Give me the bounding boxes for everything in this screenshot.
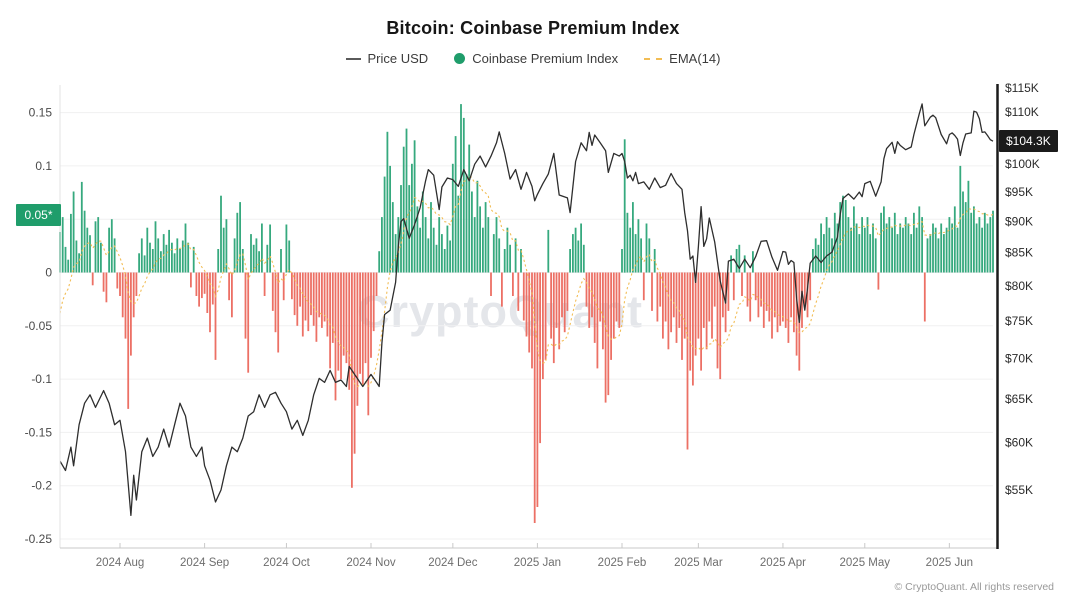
svg-text:$55K: $55K xyxy=(1005,483,1033,497)
svg-text:2025 Jan: 2025 Jan xyxy=(514,557,561,569)
svg-text:$100K: $100K xyxy=(1005,157,1040,171)
legend-label-price: Price USD xyxy=(367,51,429,66)
svg-text:$115K: $115K xyxy=(1005,81,1039,95)
svg-text:$90K: $90K xyxy=(1005,215,1033,229)
svg-text:$85K: $85K xyxy=(1005,246,1033,260)
svg-text:-0.05: -0.05 xyxy=(25,319,53,333)
axes xyxy=(59,84,999,549)
svg-text:-0.25: -0.25 xyxy=(25,532,53,546)
svg-text:2024 Oct: 2024 Oct xyxy=(263,557,310,569)
current-price-badge: $104.3K xyxy=(999,130,1058,153)
svg-text:2025 Mar: 2025 Mar xyxy=(674,557,723,569)
svg-text:2024 Dec: 2024 Dec xyxy=(428,557,477,569)
svg-text:-0.2: -0.2 xyxy=(31,479,52,493)
svg-text:2025 Apr: 2025 Apr xyxy=(760,557,806,569)
svg-text:2025 Feb: 2025 Feb xyxy=(598,557,647,569)
legend-label-premium: Coinbase Premium Index xyxy=(472,51,619,66)
svg-text:-0.15: -0.15 xyxy=(25,425,53,439)
legend-item-ema[interactable]: EMA(14) xyxy=(644,51,720,66)
ema-dash-swatch-icon xyxy=(644,57,663,60)
svg-text:$65K: $65K xyxy=(1005,392,1033,406)
svg-text:2024 Aug: 2024 Aug xyxy=(96,557,145,569)
svg-text:$110K: $110K xyxy=(1005,105,1039,119)
chart-title: Bitcoin: Coinbase Premium Index xyxy=(386,18,680,38)
legend-item-premium[interactable]: Coinbase Premium Index xyxy=(454,51,618,66)
svg-text:0.15: 0.15 xyxy=(29,106,53,120)
svg-text:$95K: $95K xyxy=(1005,185,1033,199)
svg-text:2024 Sep: 2024 Sep xyxy=(180,557,229,569)
svg-text:2025 May: 2025 May xyxy=(840,557,891,569)
price-line xyxy=(59,103,994,517)
svg-text:$70K: $70K xyxy=(1005,352,1033,366)
right-axis-labels: $115K $110K $100K $95K $90K $85K $80K $75K $70K $… xyxy=(1005,81,1040,497)
x-axis-labels: 2024 Aug 2024 Sep 2024 Oct 2024 Nov 2024 Dec… xyxy=(96,543,973,569)
premium-bars xyxy=(59,104,994,523)
svg-text:$75K: $75K xyxy=(1005,314,1033,328)
copyright-note: © CryptoQuant. All rights reserved xyxy=(894,581,1054,593)
svg-text:-0.1: -0.1 xyxy=(31,372,52,386)
premium-dot-swatch-icon xyxy=(454,53,466,64)
svg-text:2025 Jun: 2025 Jun xyxy=(926,557,973,569)
legend-label-ema: EMA(14) xyxy=(669,51,721,66)
legend-item-price[interactable]: Price USD xyxy=(345,51,429,66)
price-line-swatch-icon xyxy=(345,57,361,60)
svg-text:$60K: $60K xyxy=(1005,436,1033,450)
svg-text:2024 Nov: 2024 Nov xyxy=(346,557,395,569)
svg-text:0.1: 0.1 xyxy=(35,159,52,173)
legend: Price USD Coinbase Premium Index EMA(14) xyxy=(0,51,1066,66)
current-ema-badge: 0.05* xyxy=(16,203,61,226)
left-axis-labels: 0.15 0.1 0 -0.05 -0.1 -0.15 -0.2 -0.25 xyxy=(25,106,53,546)
svg-text:0: 0 xyxy=(45,266,52,280)
ema-line xyxy=(59,174,994,388)
svg-text:$80K: $80K xyxy=(1005,279,1033,293)
